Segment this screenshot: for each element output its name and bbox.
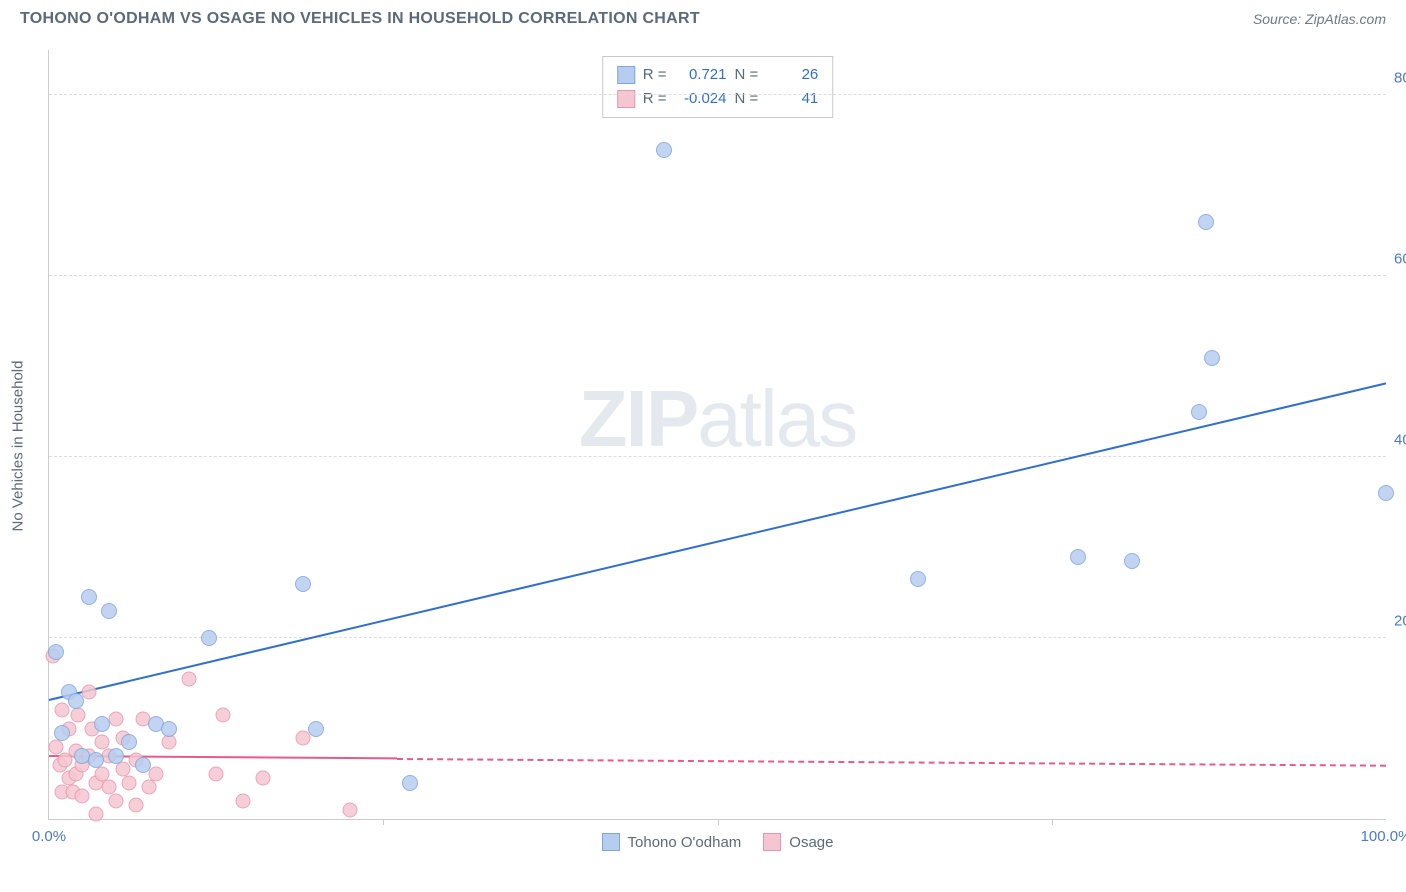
gridline	[49, 637, 1386, 638]
data-point	[88, 807, 103, 822]
data-point	[128, 798, 143, 813]
chart-title: TOHONO O'ODHAM VS OSAGE NO VEHICLES IN H…	[20, 10, 700, 28]
stats-row-series-2: R = -0.024 N = 41	[617, 87, 819, 111]
data-point	[295, 576, 311, 592]
data-point	[54, 725, 70, 741]
data-point	[1378, 485, 1394, 501]
data-point	[122, 775, 137, 790]
data-point	[235, 793, 250, 808]
data-point	[148, 766, 163, 781]
data-point	[308, 721, 324, 737]
source-label: Source: ZipAtlas.com	[1253, 11, 1386, 27]
legend-label-2: Osage	[789, 834, 833, 851]
data-point	[1070, 549, 1086, 565]
x-tick-label: 0.0%	[32, 828, 66, 845]
watermark-left: ZIP	[579, 374, 697, 463]
data-point	[182, 671, 197, 686]
r-value: -0.024	[675, 87, 727, 111]
x-tick-mark	[1052, 819, 1053, 825]
watermark-right: atlas	[697, 374, 856, 463]
source-prefix: Source:	[1253, 11, 1305, 27]
data-point	[68, 693, 84, 709]
data-point	[1204, 350, 1220, 366]
data-point	[142, 780, 157, 795]
chart-plot-area: ZIPatlas R = 0.721 N = 26 R = -0.024 N =…	[48, 50, 1386, 820]
r-label: R =	[643, 63, 667, 87]
data-point	[296, 730, 311, 745]
data-point	[101, 603, 117, 619]
gridline	[49, 94, 1386, 95]
legend-item-series-2: Osage	[763, 833, 833, 851]
n-value: 41	[766, 87, 818, 111]
y-tick-label: 40.0%	[1394, 432, 1406, 449]
data-point	[402, 775, 418, 791]
data-point	[94, 716, 110, 732]
data-point	[656, 142, 672, 158]
stats-row-series-1: R = 0.721 N = 26	[617, 63, 819, 87]
data-point	[81, 589, 97, 605]
data-point	[162, 735, 177, 750]
n-value: 26	[766, 63, 818, 87]
data-point	[121, 734, 137, 750]
stats-box: R = 0.721 N = 26 R = -0.024 N = 41	[602, 56, 834, 118]
data-point	[82, 685, 97, 700]
watermark: ZIPatlas	[579, 373, 856, 465]
series-2-swatch	[617, 90, 635, 108]
gridline	[49, 456, 1386, 457]
data-point	[209, 766, 224, 781]
data-point	[75, 789, 90, 804]
legend-swatch-1	[602, 833, 620, 851]
x-tick-mark	[383, 819, 384, 825]
series-1-swatch	[617, 66, 635, 84]
data-point	[201, 630, 217, 646]
data-point	[48, 739, 63, 754]
data-point	[215, 707, 230, 722]
data-point	[1198, 214, 1214, 230]
y-axis-label: No Vehicles in Household	[10, 361, 27, 532]
y-tick-label: 80.0%	[1394, 70, 1406, 87]
data-point	[1124, 553, 1140, 569]
n-label: N =	[735, 63, 759, 87]
x-tick-label: 100.0%	[1361, 828, 1406, 845]
data-point	[255, 771, 270, 786]
data-point	[1191, 404, 1207, 420]
data-point	[55, 703, 70, 718]
data-point	[71, 707, 86, 722]
data-point	[161, 721, 177, 737]
r-label: R =	[643, 87, 667, 111]
x-tick-mark	[718, 819, 719, 825]
data-point	[135, 757, 151, 773]
data-point	[88, 752, 104, 768]
legend-label-1: Tohono O'odham	[628, 834, 742, 851]
legend-item-series-1: Tohono O'odham	[602, 833, 742, 851]
header: TOHONO O'ODHAM VS OSAGE NO VEHICLES IN H…	[0, 0, 1406, 32]
gridline	[49, 275, 1386, 276]
data-point	[108, 712, 123, 727]
y-tick-label: 20.0%	[1394, 613, 1406, 630]
r-value: 0.721	[675, 63, 727, 87]
legend-swatch-2	[763, 833, 781, 851]
trend-line	[49, 383, 1387, 702]
source-name: ZipAtlas.com	[1305, 11, 1386, 27]
y-tick-label: 60.0%	[1394, 251, 1406, 268]
data-point	[342, 802, 357, 817]
legend: Tohono O'odham Osage	[602, 833, 834, 851]
data-point	[910, 571, 926, 587]
data-point	[48, 644, 64, 660]
data-point	[108, 793, 123, 808]
data-point	[108, 748, 124, 764]
n-label: N =	[735, 87, 759, 111]
trend-line	[397, 758, 1386, 767]
